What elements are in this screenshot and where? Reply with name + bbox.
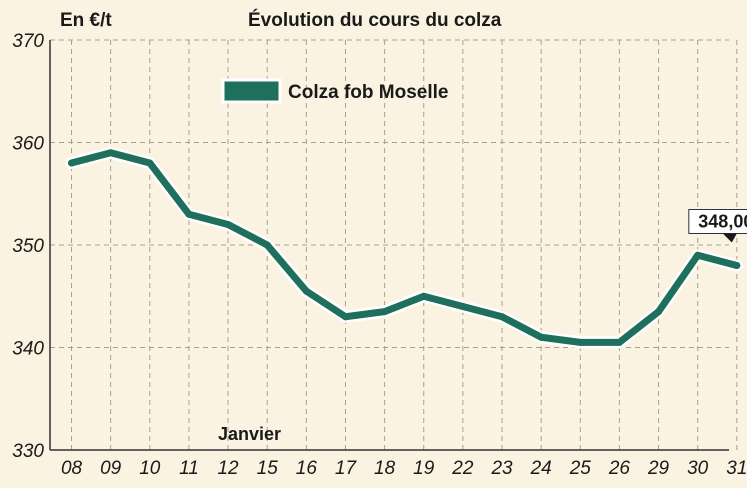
x-tick-label-15: 29 (647, 458, 670, 479)
x-tick-label-13: 25 (569, 458, 592, 479)
x-tick-label-3: 11 (179, 458, 199, 479)
x-tick-label-2: 10 (139, 458, 161, 479)
x-tick-label-17: 31 (726, 458, 747, 479)
data-point-7 (341, 313, 349, 321)
data-point-10 (459, 303, 467, 310)
data-point-9 (420, 292, 428, 300)
data-point-16 (694, 251, 702, 259)
data-point-6 (302, 287, 310, 295)
data-point-13 (576, 338, 584, 346)
x-tick-label-1: 09 (100, 458, 122, 479)
data-point-4 (224, 221, 232, 228)
data-point-17 (733, 262, 741, 269)
x-tick-label-7: 17 (335, 458, 358, 479)
data-point-2 (146, 159, 154, 167)
value-annotation: 348,00 (688, 209, 747, 243)
x-tick-label-9: 19 (413, 458, 435, 479)
annotation-pointer (722, 233, 737, 243)
data-point-5 (263, 241, 271, 249)
y-tick-label-1: 340 (12, 339, 44, 360)
legend: Colza fob Moselle (221, 78, 448, 104)
x-tick-label-8: 18 (374, 458, 396, 479)
data-point-14 (615, 338, 623, 346)
data-point-3 (185, 210, 193, 218)
x-tick-label-4: 12 (217, 458, 239, 479)
series-line-0 (68, 149, 741, 346)
y-tick-label-4: 370 (12, 31, 44, 52)
x-tick-labels: 08 09 10 11 12 15 16 17 18 19 22 23 24 25 26 29 30 31 (61, 458, 747, 479)
y-axis-label: En €/t (60, 10, 112, 31)
y-tick-label-2: 350 (12, 236, 44, 257)
x-tick-label-0: 08 (61, 458, 83, 479)
x-tick-label-11: 23 (490, 458, 513, 479)
legend-swatch (221, 78, 282, 104)
x-tick-label-16: 30 (687, 458, 709, 479)
annotation-value: 348,00 (698, 212, 747, 232)
y-tick-label-3: 360 (12, 134, 44, 155)
x-tick-label-12: 24 (530, 458, 552, 479)
x-tick-label-14: 26 (608, 458, 631, 479)
annotation-box (688, 209, 747, 234)
data-point-0 (68, 159, 76, 167)
x-tick-label-5: 15 (257, 458, 279, 479)
data-point-8 (381, 308, 389, 316)
x-tick-label-6: 16 (296, 458, 318, 479)
data-point-1 (107, 149, 115, 157)
legend-label: Colza fob Moselle (288, 82, 448, 103)
series-group (65, 146, 743, 349)
y-tick-label-0: 330 (12, 441, 44, 462)
month-label: Janvier (218, 424, 281, 444)
data-point-11 (498, 313, 506, 321)
y-tick-labels: 330 340 350 360 370 (12, 31, 44, 462)
data-point-12 (537, 333, 545, 341)
x-tick-label-10: 22 (451, 458, 474, 479)
data-point-15 (655, 308, 663, 316)
axes (49, 40, 729, 451)
chart-title: Évolution du cours du colza (248, 9, 502, 31)
